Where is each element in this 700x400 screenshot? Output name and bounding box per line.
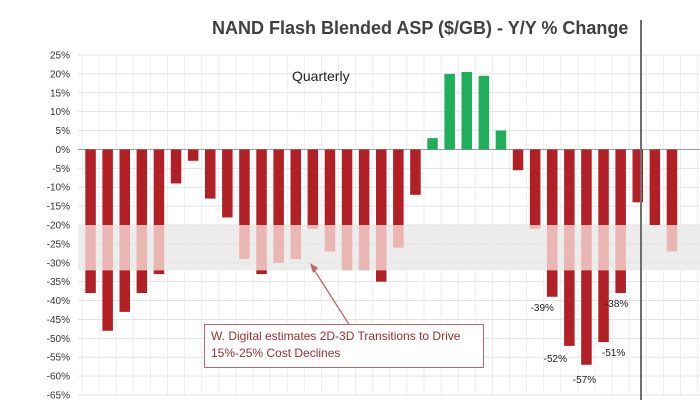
bar-band-segment — [564, 225, 575, 271]
bar-lower-segment — [564, 270, 575, 346]
bar — [495, 130, 507, 150]
bar — [273, 149, 284, 225]
bar-band-segment — [273, 225, 284, 263]
bar-band-segment — [393, 225, 404, 248]
bar — [119, 149, 130, 225]
bar-band-segment — [341, 225, 353, 271]
y-tick-label: -40% — [47, 296, 70, 307]
bar-band-segment — [547, 225, 558, 271]
chart-subtitle: Quarterly — [292, 68, 350, 84]
bar-band-segment — [85, 225, 96, 271]
chart-title: NAND Flash Blended ASP ($/GB) - Y/Y % Ch… — [212, 18, 629, 38]
y-tick-label: -65% — [47, 391, 70, 400]
bar-lower-segment — [256, 270, 267, 275]
bar — [307, 149, 319, 225]
y-tick-label: -20% — [47, 221, 70, 232]
bar-band-segment — [529, 225, 541, 229]
bar-lower-segment — [581, 270, 592, 365]
y-tick-label: -55% — [47, 353, 70, 364]
y-tick-label: -35% — [47, 277, 70, 288]
bar-band-segment — [290, 225, 301, 259]
bar-lower-segment — [547, 270, 558, 297]
bar — [376, 149, 387, 225]
y-tick-label: 10% — [50, 107, 70, 118]
bar-lower-segment — [153, 270, 165, 275]
bar — [170, 149, 182, 184]
bar-lower-segment — [376, 270, 387, 282]
bar-band-segment — [358, 225, 370, 271]
bar — [410, 149, 421, 195]
bar — [222, 149, 233, 218]
bar — [547, 149, 558, 225]
bar — [256, 149, 267, 225]
bar-lower-segment — [615, 270, 626, 293]
bar — [478, 75, 490, 150]
data-label: -52% — [544, 354, 567, 365]
y-tick-label: -50% — [47, 334, 70, 345]
y-tick-label: 5% — [56, 126, 71, 137]
y-tick-label: 20% — [50, 69, 70, 80]
bar — [358, 149, 370, 225]
bar — [461, 72, 472, 150]
bar — [187, 149, 199, 161]
y-tick-label: -15% — [47, 202, 70, 213]
bar-band-segment — [307, 225, 319, 229]
bar — [649, 149, 661, 225]
y-tick-label: 15% — [50, 88, 70, 99]
y-tick-label: 25% — [50, 51, 70, 62]
bar — [136, 149, 148, 225]
bar — [615, 149, 626, 225]
y-tick-label: -30% — [47, 258, 70, 269]
bar-band-segment — [598, 225, 609, 271]
bar-lower-segment — [136, 270, 148, 293]
bar — [512, 149, 524, 171]
bar — [393, 149, 404, 225]
bar-band-segment — [119, 225, 130, 271]
y-tick-label: 0% — [56, 145, 71, 156]
data-label: -57% — [573, 375, 596, 386]
annotation-box: W. Digital estimates 2D-3D Transitions t… — [204, 324, 484, 368]
bar — [444, 73, 455, 150]
bar-band-segment — [324, 225, 336, 252]
bar-band-segment — [581, 225, 592, 271]
bar — [239, 149, 250, 225]
bar — [324, 149, 336, 225]
bar — [529, 149, 541, 225]
bar — [581, 149, 592, 225]
annotation-arrow — [312, 267, 351, 327]
bar — [85, 149, 96, 225]
bar-lower-segment — [102, 270, 113, 331]
data-label: -39% — [531, 303, 554, 314]
bar-lower-segment — [119, 270, 130, 312]
bar — [632, 149, 643, 203]
bar — [102, 149, 113, 225]
bar-band-segment — [615, 225, 626, 271]
bar-band-segment — [239, 225, 250, 259]
bar-band-segment — [666, 225, 678, 252]
bar-band-segment — [136, 225, 148, 271]
bar-band-segment — [153, 225, 165, 271]
bar — [153, 149, 165, 225]
bar — [598, 149, 609, 225]
y-tick-label: -25% — [47, 239, 70, 250]
bar — [290, 149, 301, 225]
annotation-arrowhead — [310, 263, 318, 273]
data-label: -38% — [605, 299, 628, 310]
y-tick-label: -10% — [47, 183, 70, 194]
bar-band-segment — [102, 225, 113, 271]
bar — [564, 149, 575, 225]
bar-lower-segment — [598, 270, 609, 343]
y-tick-label: -45% — [47, 315, 70, 326]
bar — [205, 149, 216, 199]
y-tick-label: -5% — [52, 164, 70, 175]
bar-band-segment — [376, 225, 387, 271]
data-label: -51% — [602, 348, 625, 359]
bar — [341, 149, 353, 225]
y-tick-label: -60% — [47, 372, 70, 383]
bar — [427, 138, 438, 150]
bar-band-segment — [256, 225, 267, 271]
bar — [666, 149, 678, 225]
bar-lower-segment — [85, 270, 96, 293]
